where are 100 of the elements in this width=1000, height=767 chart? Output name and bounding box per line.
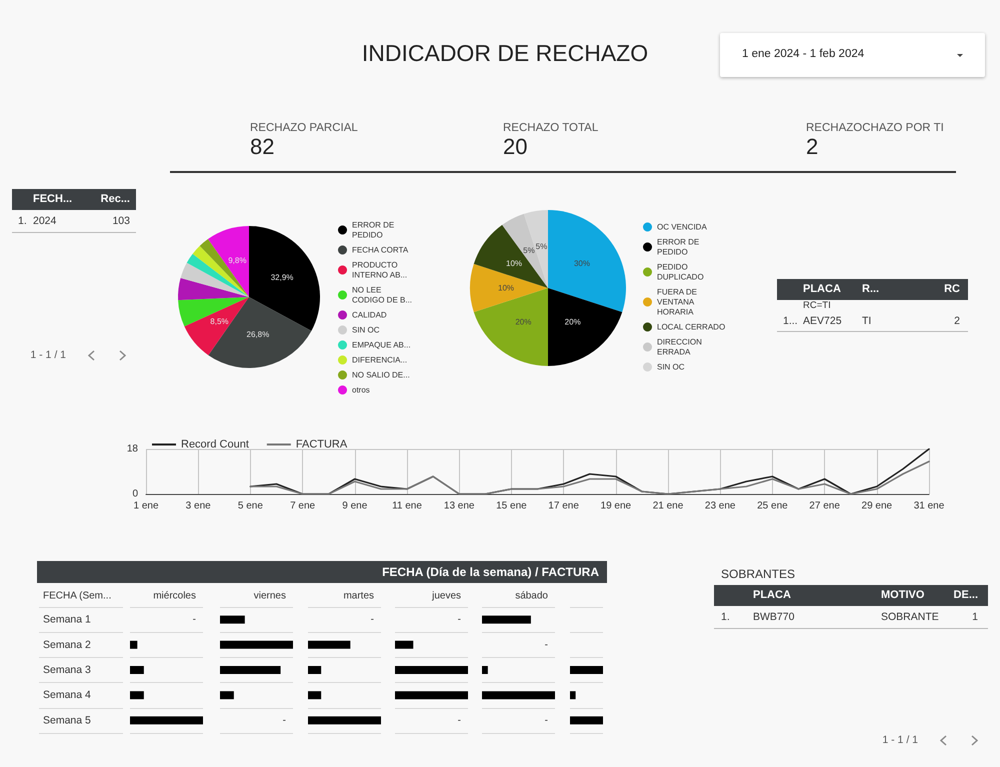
data-label: 20 (503, 134, 528, 160)
legend-label: EMPAQUE AB... (352, 340, 411, 350)
category-label: Rec... (100, 192, 130, 207)
category-label: MOTIVO (881, 588, 926, 603)
data-label: 26,8% (246, 330, 270, 339)
annotation: - (370, 614, 374, 626)
category-label: FECH... (33, 192, 74, 207)
category-label: PLACA (803, 282, 842, 297)
chart-title: viernes (254, 590, 286, 602)
x-tick-label: 17 ene (548, 500, 580, 512)
x-tick-label: 5 ene (238, 500, 264, 512)
legend-label: SIN OC (352, 326, 380, 334)
category-label: PLACA (753, 588, 792, 603)
text: 1. (721, 610, 731, 625)
annotation: - (192, 614, 196, 626)
y-tick-label: Semana 4 (43, 689, 92, 702)
x-tick-label: 15 ene (496, 500, 528, 512)
legend-label: DIFERENCIA... (352, 356, 408, 364)
data-label: 8,5% (210, 317, 229, 326)
text: FECHA (Día de la semana) / FACTURA (37, 561, 607, 583)
data-label: 30% (574, 258, 590, 268)
text: 1 - 1 / 1 (882, 734, 918, 746)
legend-label: Record Count (181, 438, 249, 450)
annotation: - (544, 714, 548, 726)
chart-title: miércoles (153, 590, 196, 602)
legend-label: NO LEE CODIGO DE B... (352, 286, 412, 304)
data-label: 10% (498, 284, 514, 292)
data-label: 5% (536, 242, 548, 252)
legend-label: FECHA CORTA (352, 246, 409, 254)
x-tick-label: 31 ene (914, 500, 945, 512)
legend-label: LOCAL CERRADO (657, 322, 726, 332)
date-picker: 1 ene 2024 - 1 feb 2024 (720, 33, 985, 77)
bar (220, 691, 234, 700)
category-label: RECHAZO TOTAL (503, 122, 598, 134)
category-label: RECHAZO PARCIAL (250, 122, 358, 134)
annotation: - (458, 714, 461, 726)
chart-title: jueves (431, 590, 461, 602)
text: 1 (971, 610, 978, 625)
legend-label: ERROR DE PEDIDO (352, 220, 396, 240)
legend-label: ERROR DE PEDIDO (657, 238, 702, 256)
x-tick-label: 27 ene (809, 500, 840, 512)
data-label: 32,9% (270, 272, 294, 282)
y-tick-label: Semana 5 (43, 714, 92, 726)
legend-label: FACTURA (296, 438, 348, 450)
text: 103 (111, 214, 130, 229)
y-tick-label: Semana 1 (43, 614, 92, 626)
x-tick-label: 7 ene (290, 500, 316, 512)
x-tick-label: 19 ene (600, 500, 632, 512)
data-label: 5% (523, 246, 535, 256)
data-label: 2 (806, 134, 820, 160)
data-label: 20% (564, 317, 581, 326)
chart-title: sábado (515, 590, 548, 602)
text: 1 - 1 / 1 (30, 349, 66, 361)
text: 2024 (33, 214, 58, 229)
text: RC=TI (803, 300, 831, 312)
legend-label: SIN OC (657, 362, 685, 372)
text: SOBRANTE (881, 610, 940, 625)
legend-label: FUERA DE VENTANA HORARIA (657, 288, 700, 316)
annotation: - (458, 614, 461, 626)
y-axis-title: FECHA (Sem... (43, 590, 112, 602)
text: INDICADOR DE RECHAZO (362, 40, 648, 66)
x-tick-label: 9 ene (342, 500, 368, 512)
legend-label: CALIDAD (352, 310, 387, 320)
data-label: 9,8% (228, 256, 246, 265)
x-tick-label: 21 ene (652, 500, 684, 512)
data-label: 82 (250, 134, 276, 160)
x-tick-label: 23 ene (704, 500, 736, 512)
x-tick-label: 29 ene (862, 500, 893, 512)
y-tick-label: Semana 2 (43, 638, 92, 651)
text: 1. (18, 214, 28, 229)
x-tick-label: 13 ene (444, 500, 475, 512)
text: 1... (783, 314, 799, 329)
legend-label: NO SALIO DE... (352, 370, 410, 380)
chart-title: martes (343, 590, 374, 602)
annotation: - (544, 639, 548, 650)
legend-label: PEDIDO DUPLICADO (657, 262, 704, 282)
annotation: - (282, 714, 286, 726)
x-tick-label: 3 ene (186, 500, 212, 512)
data-label: 10% (506, 258, 522, 268)
y-tick-label: 0 (132, 488, 138, 500)
x-tick-label: 25 ene (757, 500, 788, 512)
bar (220, 616, 245, 624)
bar (220, 640, 293, 649)
legend-label: otros (352, 386, 370, 394)
text: AEV725 (803, 314, 843, 329)
text: TI (862, 314, 872, 329)
text: SOBRANTES (721, 566, 796, 583)
data-label: 20% (515, 317, 532, 326)
text: 2 (953, 314, 960, 329)
x-tick-label: 1 ene (133, 500, 159, 512)
category-label: DE... (952, 588, 978, 603)
text: BWB770 (753, 610, 796, 625)
legend-label: PRODUCTO INTERNO AB... (352, 260, 408, 280)
line-series (250, 460, 930, 495)
legend-label: OC VENCIDA (657, 222, 708, 232)
y-tick-label: Semana 3 (43, 664, 92, 676)
category-label: RECHAZOCHAZO POR TI (806, 122, 944, 134)
y-tick-label: 18 (126, 444, 138, 454)
category-label: R... (862, 282, 880, 297)
legend-label: DIRECCION ERRADA (657, 338, 704, 356)
